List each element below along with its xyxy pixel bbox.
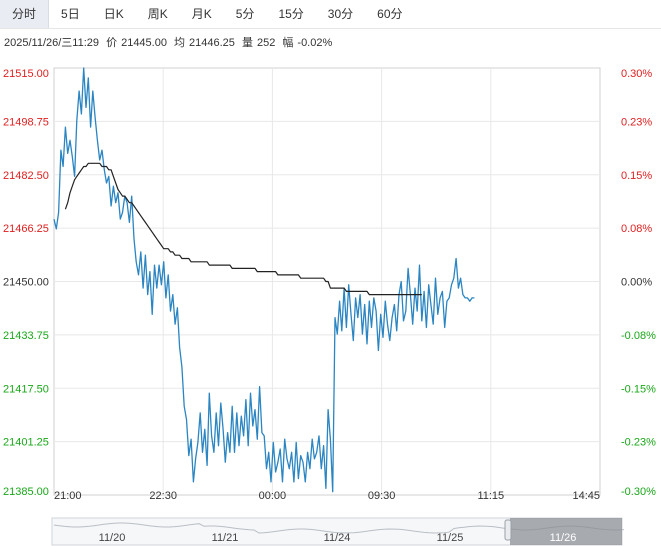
y-tick-right: 0.00% (621, 277, 652, 289)
y-tick-left: 21482.50 (3, 170, 49, 182)
y-tick-left: 21401.25 (3, 437, 49, 449)
x-tick: 11:15 (477, 490, 504, 500)
y-tick-right: 0.23% (621, 116, 652, 128)
date-range-navigator[interactable]: 11/20 11/21 11/24 11/25 11/26 (0, 500, 661, 546)
tab-3[interactable]: 周K (147, 7, 168, 21)
avg-value: 21446.25 (189, 37, 235, 49)
y-tick-left: 21515.00 (3, 68, 49, 80)
tab-6[interactable]: 15分 (278, 7, 304, 21)
navigator-selection[interactable] (510, 518, 622, 545)
navigator-date-label: 11/24 (324, 532, 351, 544)
navigator-date-label: 11/20 (99, 532, 126, 544)
y-tick-left: 21498.75 (3, 116, 49, 128)
navigator-date-label: 11/26 (550, 532, 577, 544)
x-tick: 09:30 (368, 490, 396, 500)
tab-1[interactable]: 5日 (61, 7, 80, 21)
y-tick-left: 21450.00 (3, 277, 49, 289)
tab-5[interactable]: 5分 (235, 7, 255, 21)
y-tick-right: -0.15% (621, 383, 656, 395)
volume-label: 量 (241, 37, 253, 49)
navigator-handle[interactable] (504, 519, 512, 541)
x-tick: 21:00 (54, 490, 82, 500)
y-tick-right: -0.30% (621, 486, 656, 498)
y-tick-right: -0.08% (621, 330, 656, 342)
tab-0[interactable]: 分时 (0, 0, 50, 28)
y-tick-left: 21433.75 (3, 330, 49, 342)
x-tick: 14:45 (572, 490, 600, 500)
average-series-line (64, 162, 422, 296)
navigator-date-label: 11/21 (212, 532, 239, 544)
y-tick-left: 21385.00 (3, 486, 49, 498)
period-tab-bar: 分时 5日 日K 周K 月K 5分 15分 30分 60分 (0, 0, 661, 29)
y-tick-right: 0.30% (621, 68, 652, 80)
y-tick-right: -0.23% (621, 437, 656, 449)
y-tick-left: 21466.25 (3, 223, 49, 235)
change-value: -0.02% (297, 37, 333, 49)
change-label: 幅 (282, 37, 294, 49)
navigator-date-label: 11/25 (437, 532, 464, 544)
tab-7[interactable]: 30分 (327, 7, 354, 21)
price-series-line (53, 67, 475, 493)
intraday-chart[interactable]: 21515.00 0.30% 21498.75 0.23% 21482.50 0.15% 2… (0, 55, 661, 500)
tab-8[interactable]: 60分 (377, 7, 403, 21)
y-tick-right: 0.08% (621, 223, 652, 235)
volume-value: 252 (256, 37, 276, 49)
avg-label: 均 (174, 37, 186, 49)
x-tick: 00:00 (259, 490, 287, 500)
price-label: 价 (106, 37, 118, 49)
price-value: 21445.00 (121, 37, 167, 49)
x-tick: 22:30 (149, 490, 177, 500)
y-tick-left: 21417.50 (3, 383, 49, 395)
quote-datetime: 2025/11/26/三11:29 (4, 37, 100, 49)
y-tick-right: 0.15% (621, 170, 652, 182)
tab-4[interactable]: 月K (191, 7, 212, 21)
tab-2[interactable]: 日K (103, 7, 124, 21)
